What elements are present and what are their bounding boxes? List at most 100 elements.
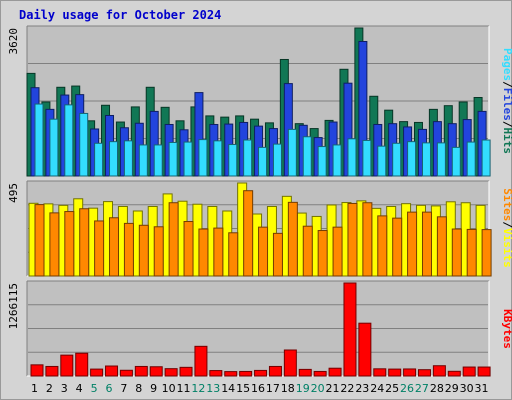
y-max-label-kbytes: 1266115 — [7, 283, 20, 329]
bar-kbytes-19 — [298, 368, 312, 377]
bar-kbytes-3 — [60, 354, 74, 377]
x-tick-label-2: 2 — [46, 382, 53, 395]
legend-label-slash: / — [501, 221, 512, 228]
x-tick-label-8: 8 — [135, 382, 142, 395]
x-tick-label-15: 15 — [236, 382, 250, 395]
bar-sites-9 — [153, 226, 164, 277]
bar-kbytes-7 — [119, 369, 133, 377]
bar-sites-20 — [317, 230, 328, 277]
bar-pages-22 — [347, 138, 357, 177]
bar-kbytes-28 — [432, 365, 446, 377]
bar-pages-16 — [258, 146, 268, 177]
bar-kbytes-10 — [164, 368, 178, 377]
bar-sites-28 — [436, 216, 447, 277]
x-tick-label-30: 30 — [460, 382, 474, 395]
x-tick-label-16: 16 — [251, 382, 265, 395]
bar-kbytes-12 — [194, 345, 208, 377]
bar-sites-10 — [168, 202, 179, 277]
x-tick-label-13: 13 — [206, 382, 220, 395]
x-tick-label-4: 4 — [76, 382, 83, 395]
bar-pages-3 — [64, 104, 74, 177]
bar-sites-18 — [287, 201, 298, 277]
bar-kbytes-13 — [209, 370, 223, 377]
bar-pages-21 — [332, 144, 342, 177]
bar-pages-7 — [123, 140, 133, 177]
bar-sites-15 — [243, 190, 254, 277]
x-tick-label-29: 29 — [445, 382, 459, 395]
bar-kbytes-24 — [373, 368, 387, 377]
bar-sites-26 — [407, 211, 418, 277]
bar-sites-12 — [198, 228, 209, 277]
x-tick-label-22: 22 — [340, 382, 354, 395]
bar-pages-8 — [138, 144, 148, 177]
bar-pages-2 — [49, 118, 59, 177]
bar-kbytes-16 — [254, 369, 268, 377]
bar-pages-23 — [362, 139, 372, 177]
bar-pages-30 — [466, 141, 476, 177]
bar-sites-17 — [272, 232, 283, 277]
legend-kbytes: KBytes — [501, 309, 512, 349]
bar-pages-13 — [213, 140, 223, 177]
x-tick-label-21: 21 — [326, 382, 340, 395]
bar-sites-23 — [362, 202, 373, 277]
bar-pages-27 — [421, 142, 431, 177]
bar-sites-16 — [258, 226, 269, 277]
bar-sites-14 — [228, 232, 239, 277]
bar-kbytes-8 — [134, 365, 148, 377]
bar-sites-8 — [138, 224, 149, 277]
bar-pages-31 — [481, 139, 491, 177]
x-tick-label-18: 18 — [281, 382, 295, 395]
bar-kbytes-26 — [403, 368, 417, 377]
bar-kbytes-31 — [477, 366, 491, 377]
bar-kbytes-27 — [417, 369, 431, 377]
bar-pages-19 — [302, 136, 312, 177]
bar-kbytes-15 — [239, 370, 253, 377]
bar-sites-4 — [79, 208, 90, 277]
x-tick-label-19: 19 — [296, 382, 310, 395]
bar-sites-2 — [49, 212, 60, 277]
legend-label-pages: Pages — [501, 48, 512, 81]
bar-pages-25 — [392, 142, 402, 177]
bar-kbytes-2 — [45, 365, 59, 377]
x-tick-label-11: 11 — [176, 382, 190, 395]
bar-sites-19 — [302, 225, 313, 277]
bar-sites-11 — [183, 221, 194, 277]
bar-sites-21 — [332, 226, 343, 277]
bar-kbytes-9 — [149, 366, 163, 377]
bar-kbytes-23 — [358, 322, 372, 377]
legend-label-kbytes: KBytes — [501, 309, 512, 349]
bar-pages-20 — [317, 146, 327, 177]
bar-sites-1 — [34, 204, 45, 277]
x-tick-label-24: 24 — [370, 382, 384, 395]
x-tick-label-3: 3 — [61, 382, 68, 395]
bar-kbytes-25 — [388, 368, 402, 377]
bar-kbytes-4 — [75, 352, 89, 377]
bar-kbytes-29 — [447, 370, 461, 377]
y-max-label-pages-files-hits: 3620 — [7, 28, 20, 55]
bar-pages-9 — [153, 144, 163, 177]
bar-pages-15 — [243, 139, 253, 177]
bar-sites-27 — [421, 211, 432, 277]
bar-pages-4 — [79, 112, 89, 177]
x-tick-label-28: 28 — [430, 382, 444, 395]
bar-kbytes-14 — [224, 371, 238, 377]
bar-kbytes-17 — [268, 365, 282, 377]
bar-sites-24 — [377, 215, 388, 277]
bar-pages-1 — [34, 103, 44, 177]
bar-sites-5 — [94, 220, 105, 277]
bar-sites-6 — [109, 217, 120, 277]
bar-pages-11 — [183, 141, 193, 177]
x-tick-label-12: 12 — [191, 382, 205, 395]
x-tick-label-5: 5 — [91, 382, 98, 395]
x-tick-label-14: 14 — [221, 382, 235, 395]
bar-pages-24 — [377, 145, 387, 177]
bar-pages-10 — [168, 141, 178, 177]
legend-sites-visits: Sites/Visits — [501, 188, 512, 268]
bar-sites-7 — [123, 222, 134, 277]
bar-sites-13 — [213, 227, 224, 277]
bar-sites-25 — [392, 217, 403, 277]
bar-pages-12 — [198, 139, 208, 177]
x-tick-label-17: 17 — [266, 382, 280, 395]
bar-pages-5 — [94, 142, 104, 177]
